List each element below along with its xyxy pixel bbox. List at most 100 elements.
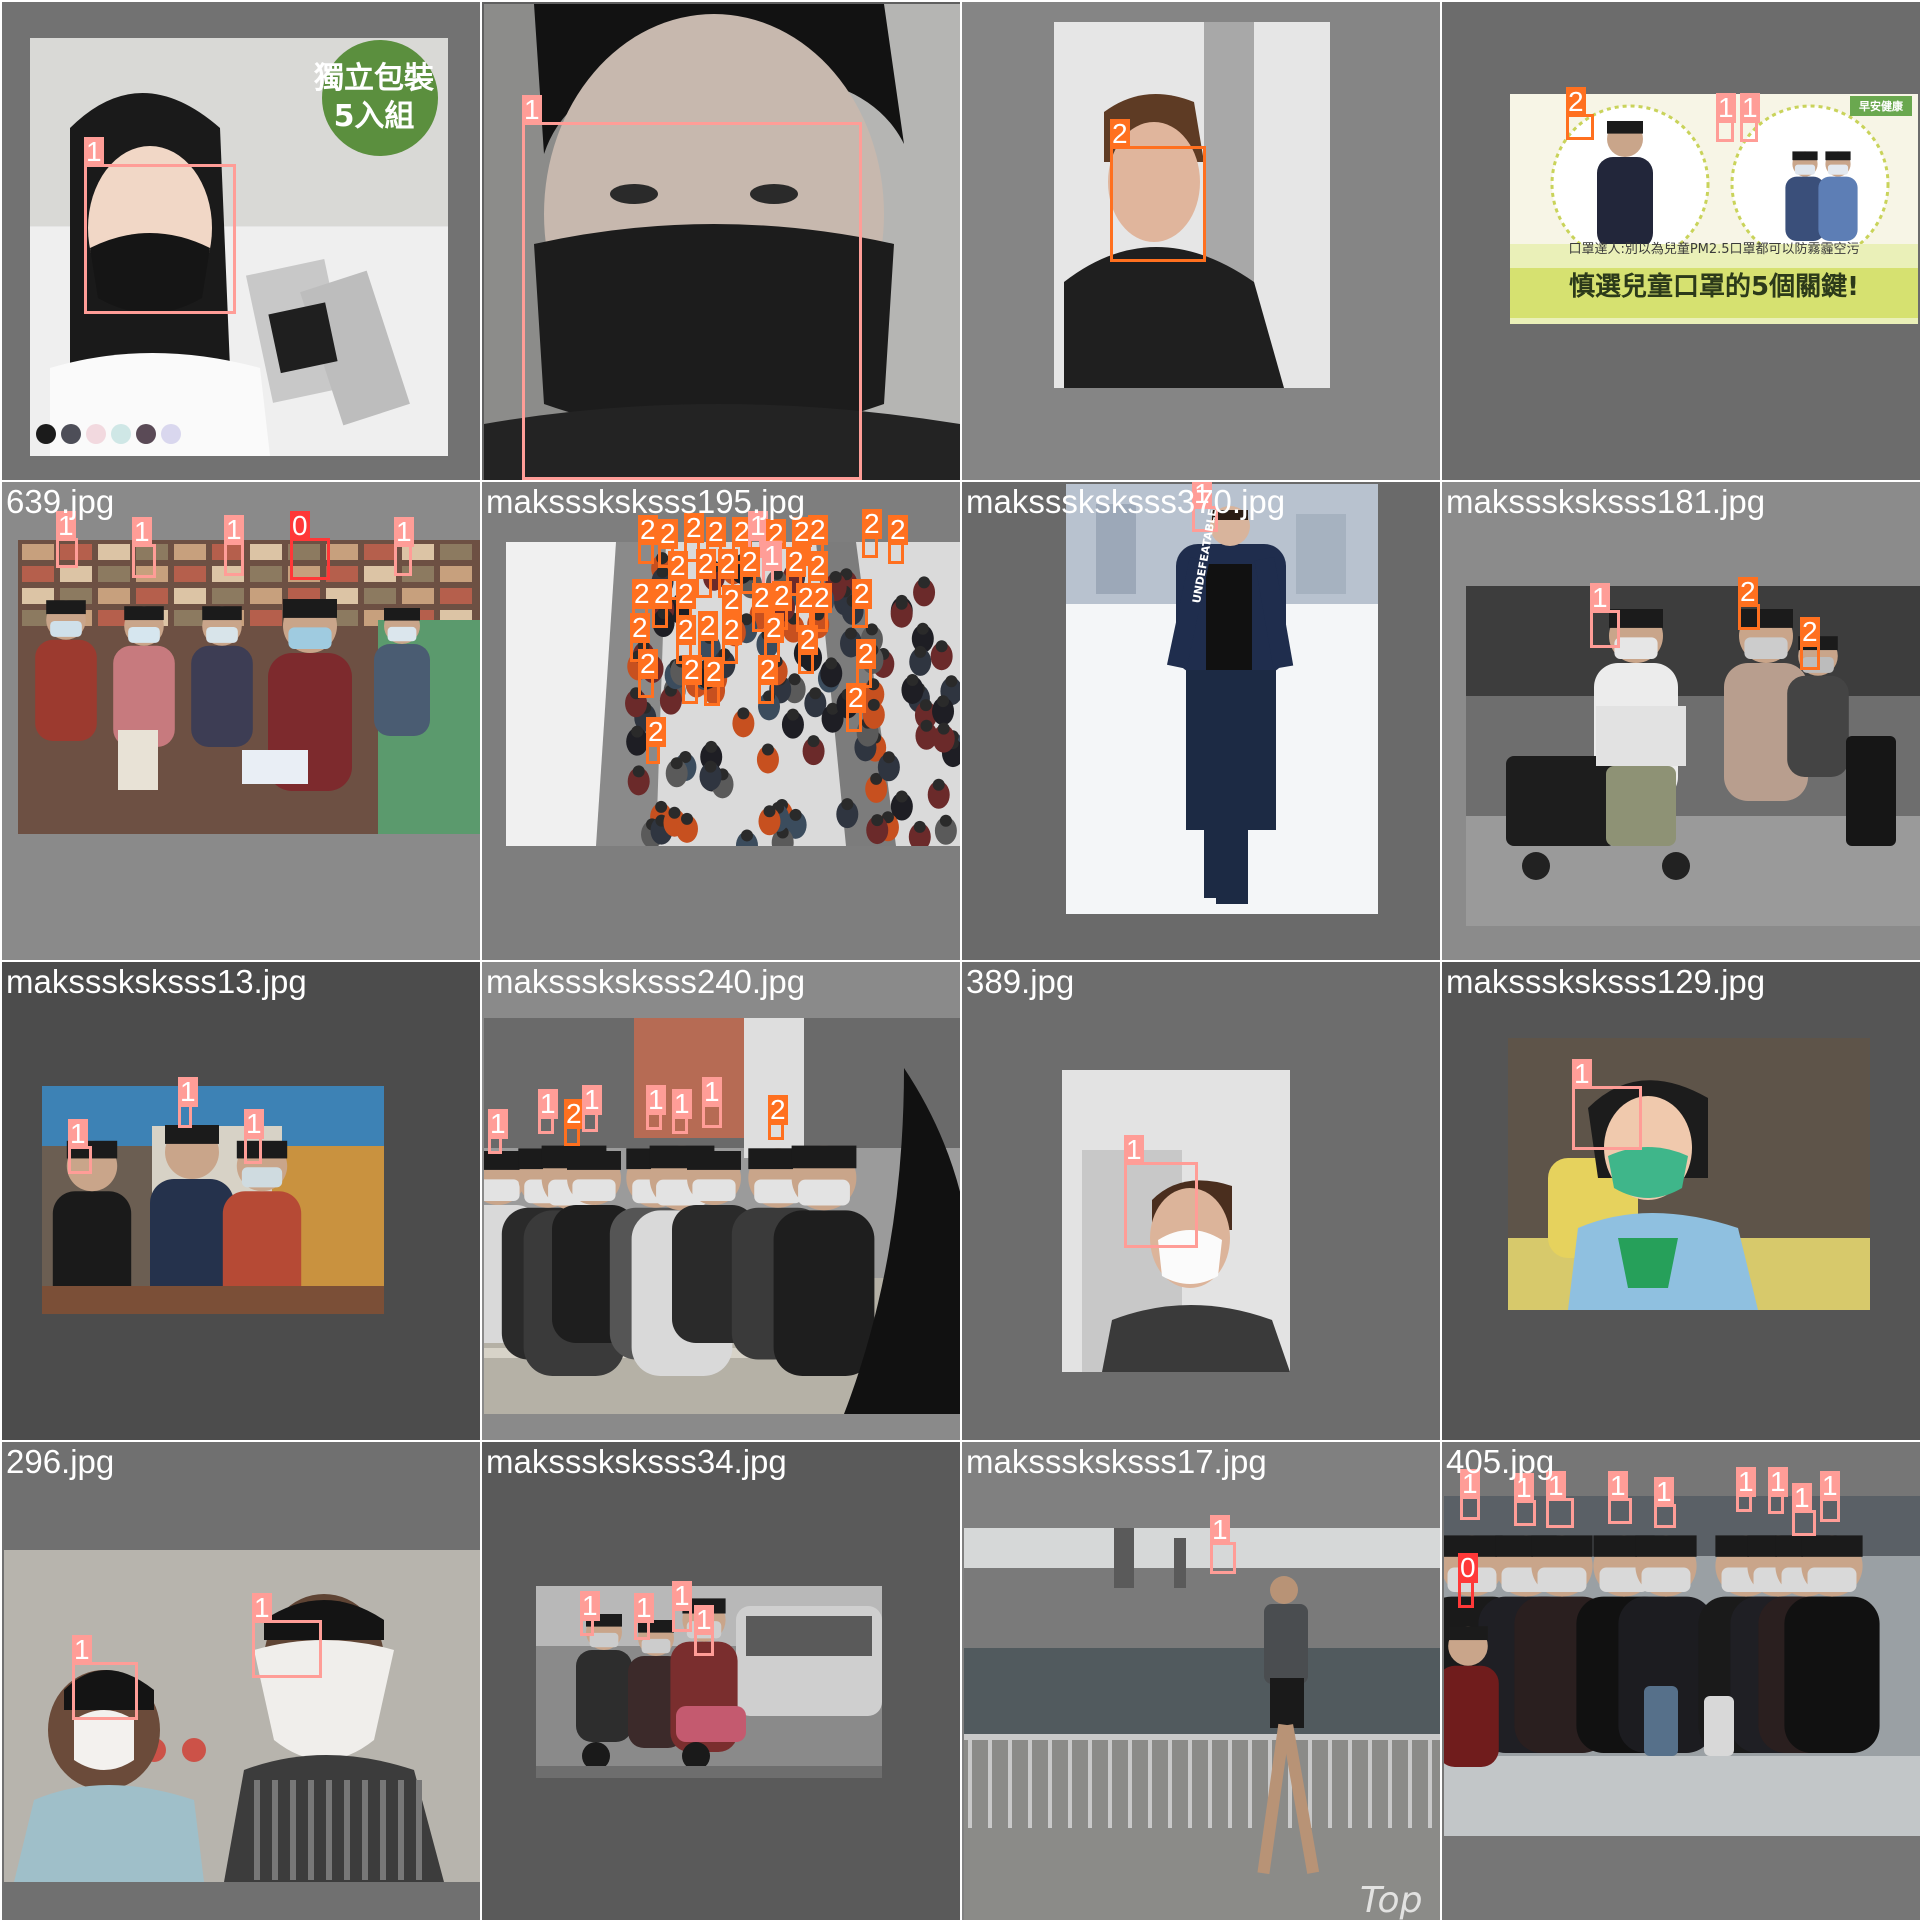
tile-photo-portrait <box>1054 22 1330 388</box>
detection-box: 1 <box>702 1077 722 1128</box>
detection-class-label: 1 <box>582 1084 602 1115</box>
detection-box: 1 <box>1768 1467 1788 1514</box>
detection-class-label: 2 <box>564 1098 584 1129</box>
photo-watermark: Top <box>1360 1880 1423 1920</box>
detection-class-label: 2 <box>862 508 882 539</box>
detection-class-label: 2 <box>786 546 806 577</box>
detection-box: 0 <box>1458 1553 1478 1608</box>
detection-box: 1 <box>394 517 414 576</box>
detection-class-label: 2 <box>792 516 812 547</box>
detection-class-label: 2 <box>704 656 724 687</box>
detection-box: 1 <box>488 1109 508 1154</box>
detection-class-label: 2 <box>796 582 816 613</box>
detection-box: 1 <box>580 1591 600 1636</box>
banner-subtitle: 口罩達人:別以為兒童PM2.5口罩都可以防霧霾空污 <box>1568 242 1860 257</box>
mosaic-tile: maksssksksss240.jpg 1 1 2 1 1 1 1 2 <box>482 962 960 1440</box>
detection-box: 1 <box>1736 1467 1756 1512</box>
detection-box: 1 <box>1514 1473 1536 1526</box>
detection-class-label: 1 <box>1590 582 1610 613</box>
detection-box: 1 <box>1460 1469 1480 1520</box>
detection-class-label: 1 <box>68 1118 88 1149</box>
detection-class-label: 1 <box>1572 1058 1592 1089</box>
detection-class-label: 2 <box>764 612 784 643</box>
detection-class-label: 2 <box>740 546 760 577</box>
mosaic-tile: UNDEFEATABLE maksssksksss370.jpg 1 <box>962 482 1440 960</box>
detection-class-label: 2 <box>852 578 872 609</box>
detection-box: 1 <box>538 1089 558 1134</box>
detection-class-label: 1 <box>694 1604 714 1635</box>
detection-class-label: 2 <box>808 550 828 581</box>
detection-class-label: 1 <box>132 516 152 547</box>
detection-box: 1 <box>646 1085 666 1130</box>
detection-box: 2 <box>676 615 696 664</box>
tile-photo-smog <box>4 1550 480 1882</box>
mosaic-tile: 1 <box>482 2 960 480</box>
tile-photo-walker <box>1066 484 1378 914</box>
detection-class-label: 1 <box>702 1076 722 1107</box>
mosaic-tile: maksssksksss34.jpg 1 1 1 1 <box>482 1442 960 1920</box>
tile-photo-airport <box>1466 586 1920 926</box>
detection-box: 2 <box>798 625 818 674</box>
tile-filename: 639.jpg <box>6 483 115 520</box>
detection-box: 1 <box>224 515 244 576</box>
detection-box: 1 <box>1572 1059 1642 1150</box>
detection-box: 1 <box>244 1109 264 1164</box>
detection-class-label: 1 <box>1514 1472 1534 1503</box>
detection-class-label: 2 <box>658 518 678 549</box>
detection-box: 1 <box>72 1635 138 1720</box>
detection-box: 1 <box>1590 583 1620 648</box>
mosaic-tile: maksssksksss13.jpg 1 1 1 <box>2 962 480 1440</box>
detection-class-label: 2 <box>808 514 828 545</box>
tile-filename: maksssksksss240.jpg <box>486 963 806 1000</box>
detection-class-label: 0 <box>290 510 310 541</box>
detection-class-label: 1 <box>634 1592 654 1623</box>
detection-class-label: 1 <box>580 1590 600 1621</box>
detection-class-label: 1 <box>1460 1468 1480 1499</box>
detection-class-label: 2 <box>752 582 772 613</box>
tile-photo-crowd <box>1444 1496 1920 1836</box>
detection-box: 2 <box>740 547 760 594</box>
detection-box: 2 <box>638 649 658 698</box>
detection-box: 1 <box>582 1085 602 1132</box>
detection-box: 2 <box>1738 577 1760 630</box>
detection-class-label: 1 <box>1124 1134 1144 1165</box>
tile-filename: maksssksksss370.jpg <box>966 483 1286 520</box>
detection-box: 2 <box>704 657 724 706</box>
detection-box: 1 <box>178 1077 198 1128</box>
detection-class-label: 2 <box>1566 86 1586 117</box>
detection-box: 1 <box>252 1593 322 1678</box>
detection-class-label: 2 <box>732 516 752 547</box>
detection-box: 1 <box>1654 1477 1676 1528</box>
detection-class-label: 1 <box>244 1108 264 1139</box>
detection-box: 1 <box>1192 482 1218 532</box>
detection-class-label: 1 <box>252 1592 272 1623</box>
detection-box: 1 <box>634 1593 654 1640</box>
detection-box: 1 <box>1792 1483 1816 1536</box>
tile-photo-banner <box>1510 94 1918 324</box>
detection-box: 2 <box>696 549 716 598</box>
detection-box: 2 <box>646 717 666 764</box>
detection-class-label: 1 <box>1740 92 1760 123</box>
detection-box: 2 <box>638 515 658 564</box>
detection-box: 2 <box>722 615 742 664</box>
detection-box: 2 <box>1800 617 1820 670</box>
detection-box: 2 <box>684 513 704 562</box>
detection-class-label: 1 <box>1792 1482 1812 1513</box>
detection-box: 1 <box>672 1581 692 1632</box>
detection-class-label: 2 <box>1738 576 1758 607</box>
detection-class-label: 1 <box>748 510 768 541</box>
detection-class-label: 1 <box>762 540 782 571</box>
banner-headline: 慎選兒童口罩的5個關鍵! <box>1569 272 1859 302</box>
detection-class-label: 1 <box>56 510 76 541</box>
detection-class-label: 1 <box>488 1108 508 1139</box>
mosaic-tile: 389.jpg 1 <box>962 962 1440 1440</box>
detection-class-label: 1 <box>672 1580 692 1611</box>
detection-class-label: 1 <box>1546 1470 1566 1501</box>
tile-filename: maksssksksss129.jpg <box>1446 963 1766 1000</box>
tile-filename: 296.jpg <box>6 1443 115 1480</box>
detection-box: 2 <box>862 509 882 558</box>
detection-class-label: 2 <box>676 578 696 609</box>
mosaic-tile: 2 <box>962 2 1440 480</box>
detection-box: 1 <box>522 95 862 480</box>
tile-filename: 389.jpg <box>966 963 1075 1000</box>
